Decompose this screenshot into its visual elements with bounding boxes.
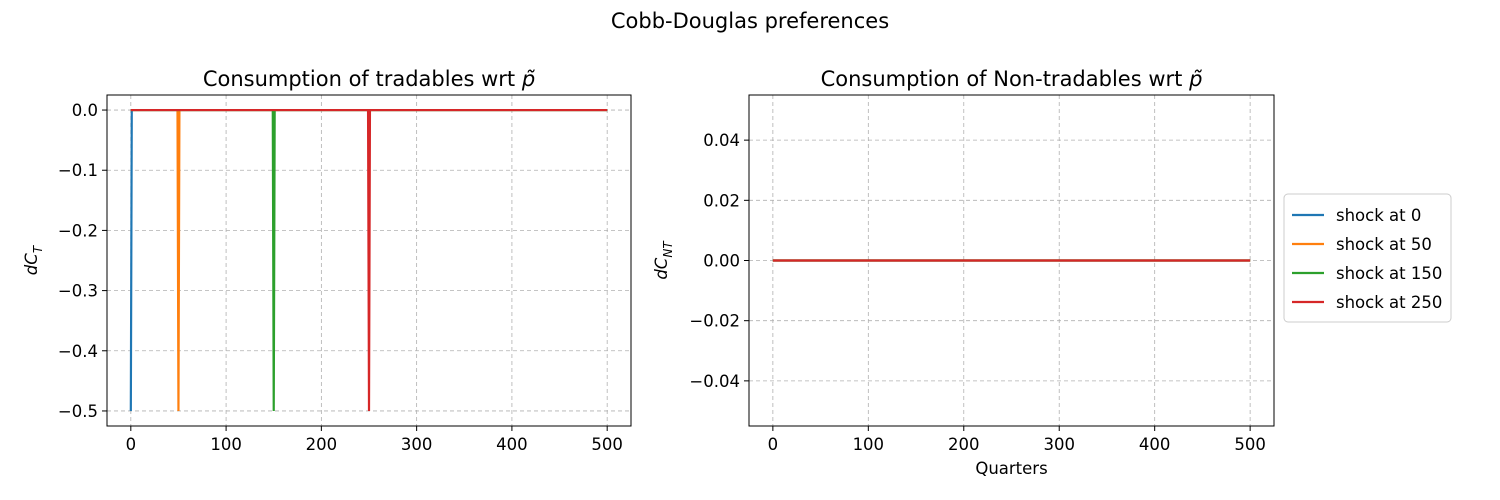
ax0-ytick-label-1: −0.1 [58,161,98,180]
legend-label-1: shock at 50 [1336,235,1432,254]
ax0-xtick-label-5: 500 [591,435,623,454]
ax1-ytick-label-0: 0.04 [703,131,740,150]
ax0-series-shock-at-250 [130,108,608,411]
ax0-xtick-label-0: 0 [126,435,137,454]
ax1-title: Consumption of Non-tradables wrt p̃ [821,67,1203,91]
figure-suptitle: Cobb-Douglas preferences [611,9,889,33]
ax1-xtick-label-4: 400 [1139,435,1171,454]
legend-frame [1283,193,1452,323]
ax1-xlabel: Quarters [975,459,1047,478]
ax0-ytick-label-2: −0.2 [58,221,98,240]
ax1-xtick-label-1: 100 [853,435,885,454]
ax1-ytick-label-1: 0.02 [703,191,740,210]
ax0-ytick-label-5: −0.5 [58,402,98,421]
legend-label-0: shock at 0 [1336,206,1421,225]
legend-label-2: shock at 150 [1336,264,1442,283]
axes-non-tradables: 0 100 200 300 400 500 0.04 0.02 0.00 −0.02 −0.04 Co… [652,67,1275,478]
ax0-xtick-label-2: 200 [306,435,338,454]
ax1-ytick-label-2: 0.00 [703,252,740,271]
ax0-ytick-label-0: 0.0 [72,101,98,120]
ax1-ylabel: dCNT [652,240,675,280]
ax1-xtick-label-5: 500 [1234,435,1266,454]
ax1-xtick-label-2: 200 [948,435,980,454]
legend: shock at 0 shock at 50 shock at 150 shock a… [1283,193,1452,323]
ax0-frame [106,94,632,427]
ax1-xtick-label-0: 0 [768,435,779,454]
axes-tradables: 0 100 200 300 400 500 0.0 −0.1 −0.2 −0.3 −0.4 −0.5 C… [22,67,632,454]
ax0-xtick-label-4: 400 [496,435,528,454]
ax1-ytick-label-4: −0.04 [689,372,740,391]
ax0-xtick-label-1: 100 [210,435,242,454]
ax1-xtick-label-3: 300 [1043,435,1075,454]
ax0-xtick-label-3: 300 [401,435,433,454]
ax0-ytick-label-4: −0.4 [58,342,98,361]
legend-label-3: shock at 250 [1336,293,1442,312]
ax0-title: Consumption of tradables wrt p̃ [203,67,536,91]
ax1-ytick-label-3: −0.02 [689,312,740,331]
ax0-ytick-label-3: −0.3 [58,282,98,301]
ax0-ylabel: dCT [22,244,45,275]
